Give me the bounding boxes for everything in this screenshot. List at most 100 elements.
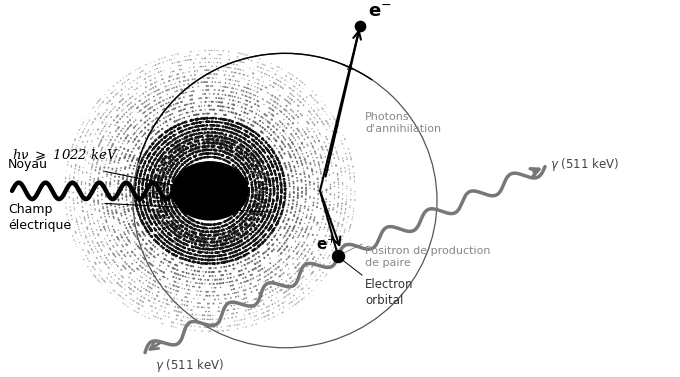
Point <box>210 225 221 231</box>
Point <box>244 251 255 257</box>
Point <box>311 277 322 283</box>
Point <box>247 208 258 214</box>
Point <box>315 273 326 279</box>
Point <box>239 132 250 138</box>
Point <box>235 272 246 278</box>
Point <box>206 269 217 275</box>
Point <box>201 250 212 256</box>
Point <box>326 265 337 271</box>
Point <box>248 242 259 248</box>
Point <box>69 166 80 172</box>
Point <box>222 259 233 265</box>
Point <box>106 114 117 120</box>
Point <box>257 152 268 158</box>
Point <box>171 199 182 205</box>
Point <box>205 130 216 136</box>
Point <box>82 255 93 261</box>
Point <box>258 141 269 147</box>
Point <box>255 231 266 238</box>
Point <box>246 302 257 308</box>
Point <box>238 231 249 237</box>
Point <box>192 120 203 126</box>
Point <box>203 143 214 149</box>
Point <box>288 115 299 121</box>
Point <box>148 188 158 194</box>
Point <box>256 293 267 299</box>
Point <box>177 70 188 76</box>
Point <box>258 111 269 117</box>
Point <box>207 130 218 136</box>
Point <box>219 149 230 155</box>
Point <box>264 266 275 272</box>
Point <box>231 215 242 221</box>
Point <box>133 266 143 272</box>
Point <box>194 127 205 133</box>
Point <box>194 130 205 136</box>
Point <box>170 101 181 107</box>
Point <box>212 242 223 248</box>
Point <box>213 228 224 234</box>
Point <box>301 191 311 197</box>
Point <box>275 267 286 273</box>
Point <box>266 297 277 303</box>
Point <box>305 182 316 188</box>
Point <box>271 221 282 227</box>
Point <box>168 320 179 326</box>
Point <box>155 149 166 155</box>
Point <box>155 156 166 162</box>
Point <box>203 150 214 156</box>
Point <box>176 247 187 253</box>
Point <box>88 271 99 277</box>
Point <box>89 259 100 265</box>
Point <box>246 194 257 200</box>
Point <box>271 198 282 204</box>
Point <box>222 136 233 142</box>
Point <box>229 135 240 141</box>
Point <box>194 241 205 247</box>
Point <box>137 166 148 172</box>
Point <box>109 122 120 128</box>
Point <box>206 130 217 136</box>
Point <box>176 219 187 225</box>
Point <box>292 280 303 286</box>
Point <box>174 146 185 152</box>
Point <box>239 84 250 90</box>
Point <box>207 289 218 295</box>
Point <box>181 274 192 280</box>
Point <box>309 215 320 221</box>
Point <box>157 89 168 95</box>
Point <box>227 148 238 154</box>
Point <box>97 192 107 198</box>
Point <box>205 247 216 253</box>
Point <box>116 279 127 285</box>
Point <box>245 122 256 128</box>
Point <box>229 212 240 218</box>
Point <box>201 289 212 295</box>
Point <box>133 186 144 192</box>
Point <box>207 143 218 149</box>
Point <box>309 129 320 135</box>
Point <box>196 115 207 121</box>
Point <box>252 274 262 280</box>
Point <box>257 194 268 200</box>
Point <box>239 72 250 78</box>
Point <box>250 101 260 107</box>
Point <box>89 221 100 227</box>
Point <box>98 98 109 104</box>
Point <box>190 153 201 159</box>
Point <box>211 131 222 137</box>
Point <box>223 240 234 246</box>
Point <box>294 155 305 161</box>
Point <box>191 234 202 240</box>
Point <box>243 213 254 219</box>
Point <box>343 146 354 152</box>
Point <box>197 155 208 161</box>
Point <box>279 186 290 192</box>
Point <box>301 118 312 124</box>
Point <box>350 179 360 185</box>
Point <box>151 155 162 161</box>
Point <box>278 203 289 209</box>
Point <box>311 169 322 175</box>
Point <box>117 192 128 198</box>
Point <box>141 187 152 193</box>
